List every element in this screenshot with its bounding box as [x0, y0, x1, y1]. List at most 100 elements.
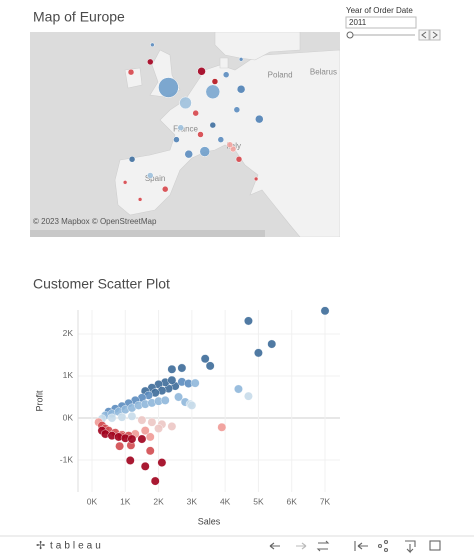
map-point	[147, 172, 154, 179]
x-tick-label: 4K	[220, 496, 231, 506]
filter-label: Year of Order Date	[346, 6, 413, 15]
prev-button[interactable]	[418, 29, 430, 41]
place-label: Belarus	[310, 67, 337, 76]
map-point	[137, 197, 143, 202]
map-point	[255, 114, 264, 124]
map-point	[150, 42, 155, 48]
map-point	[217, 136, 225, 143]
scatter-point	[140, 426, 150, 436]
place-label: Spain	[145, 174, 165, 183]
scatter-point	[187, 401, 197, 410]
scatter-point	[267, 339, 277, 349]
scatter-point	[150, 476, 160, 486]
y-axis-title: Profit	[34, 390, 44, 412]
map-point	[209, 121, 217, 129]
scatter-point	[177, 363, 187, 373]
map-point	[229, 145, 237, 153]
map-title: Map of Europe	[33, 9, 125, 25]
map-layer: PolandBelarusFranceSpainItaly	[122, 42, 337, 202]
map-point	[161, 185, 169, 193]
x-tick-label: 3K	[187, 496, 198, 506]
scatter-point	[145, 432, 155, 442]
x-tick-label: 7K	[320, 496, 331, 506]
scatter-point	[127, 434, 137, 444]
prev-icon	[421, 31, 427, 39]
scatter-point	[125, 456, 135, 465]
scatter-point	[157, 458, 167, 467]
attribution: © 2023 Mapbox © OpenStreetMap	[33, 217, 157, 226]
scatter-point	[140, 461, 150, 471]
scatter-plot: -1K 0K 1K 2K 0K 1K 2K 3K 4K 5K 6K 7K Sales Profit	[34, 306, 340, 526]
map-base	[30, 32, 340, 237]
place-label: Poland	[268, 71, 293, 80]
slider-handle[interactable]	[346, 31, 354, 39]
map-point	[127, 68, 135, 76]
map-point	[238, 57, 244, 62]
x-tick-label: 5K	[253, 496, 264, 506]
map-point	[122, 180, 128, 185]
map-point	[253, 176, 259, 182]
x-tick-label: 2K	[153, 496, 164, 506]
map-point	[211, 78, 219, 85]
scatter-point	[205, 361, 215, 371]
map-point	[184, 149, 193, 159]
scatter-point	[244, 391, 253, 401]
scatter-point	[320, 306, 330, 316]
scatter-title: Customer Scatter Plot	[33, 276, 170, 292]
map-point	[236, 84, 246, 94]
scatter-point	[117, 412, 127, 422]
scatter-point	[160, 395, 170, 405]
logo-mark: ✢	[36, 540, 45, 552]
scatter-point	[145, 446, 155, 456]
logo[interactable]: tableau	[50, 541, 104, 552]
y-tick-label: 0K	[63, 412, 74, 422]
scatter-point	[234, 384, 243, 394]
map-point	[177, 124, 184, 131]
map-point	[226, 141, 234, 148]
scatter-point	[137, 434, 147, 444]
scatter-point	[254, 348, 263, 358]
map-point	[233, 106, 241, 113]
scatter-point	[167, 422, 177, 431]
map-point	[222, 71, 230, 78]
scatter-point	[190, 378, 200, 388]
scatter-point	[200, 354, 210, 364]
x-tick-label: 0K	[87, 496, 98, 506]
map-point	[197, 131, 204, 138]
map-point	[235, 156, 243, 163]
map-point	[199, 146, 211, 157]
map-point	[128, 156, 136, 163]
toolbar-icons[interactable]	[269, 539, 441, 554]
scatter-point	[154, 424, 163, 433]
scrollbar[interactable]	[30, 230, 265, 237]
map-point	[205, 84, 221, 100]
filter-input[interactable]	[345, 16, 417, 29]
next-icon	[432, 31, 438, 39]
scatter-point	[244, 316, 253, 326]
x-axis-title: Sales	[198, 516, 221, 526]
map-point	[158, 77, 179, 98]
scatter-point	[217, 422, 227, 432]
x-tick-label: 1K	[120, 496, 131, 506]
x-tick-label: 6K	[287, 496, 298, 506]
scatter-point	[107, 413, 117, 423]
y-tick-label: -1K	[60, 454, 74, 464]
scatter-point	[167, 364, 177, 374]
map-point	[147, 58, 154, 66]
map-point	[179, 96, 192, 110]
map-point	[192, 109, 199, 117]
scatter-point	[147, 417, 157, 427]
scatter-point	[115, 441, 125, 451]
next-button[interactable]	[429, 29, 441, 41]
map-point	[173, 136, 180, 143]
scatter-point	[174, 392, 183, 402]
place-label: France	[173, 124, 198, 133]
y-tick-label: 1K	[63, 370, 74, 380]
scatter-point	[167, 375, 177, 385]
scatter-point	[137, 415, 147, 425]
scatter-point	[127, 411, 137, 421]
filter-value: 2011	[349, 18, 367, 27]
map-point	[197, 67, 206, 76]
